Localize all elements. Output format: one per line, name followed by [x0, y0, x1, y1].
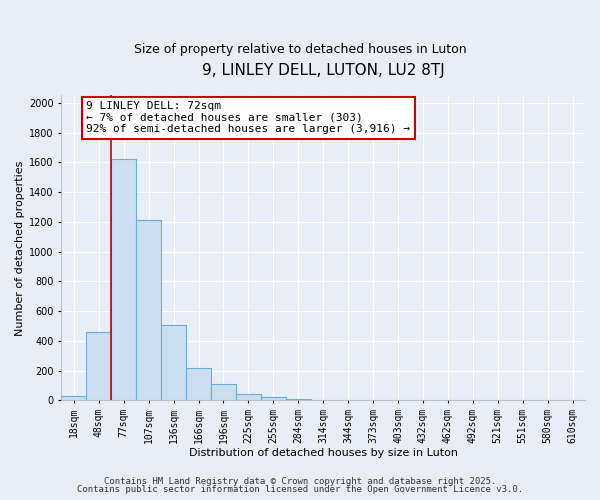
Bar [61, 396, 86, 400]
Bar [111, 160, 136, 400]
Bar [261, 398, 286, 400]
Bar [136, 220, 161, 400]
Bar [286, 399, 311, 400]
Y-axis label: Number of detached properties: Number of detached properties [15, 160, 25, 336]
Text: Size of property relative to detached houses in Luton: Size of property relative to detached ho… [134, 42, 466, 56]
Text: Contains HM Land Registry data © Crown copyright and database right 2025.: Contains HM Land Registry data © Crown c… [104, 477, 496, 486]
Bar [211, 384, 236, 400]
Bar [161, 324, 186, 400]
Text: 9 LINLEY DELL: 72sqm
← 7% of detached houses are smaller (303)
92% of semi-detac: 9 LINLEY DELL: 72sqm ← 7% of detached ho… [86, 102, 410, 134]
Bar [236, 394, 261, 400]
Text: Contains public sector information licensed under the Open Government Licence v3: Contains public sector information licen… [77, 485, 523, 494]
Bar [186, 368, 211, 400]
Title: 9, LINLEY DELL, LUTON, LU2 8TJ: 9, LINLEY DELL, LUTON, LU2 8TJ [202, 62, 445, 78]
Bar [86, 332, 111, 400]
X-axis label: Distribution of detached houses by size in Luton: Distribution of detached houses by size … [189, 448, 458, 458]
